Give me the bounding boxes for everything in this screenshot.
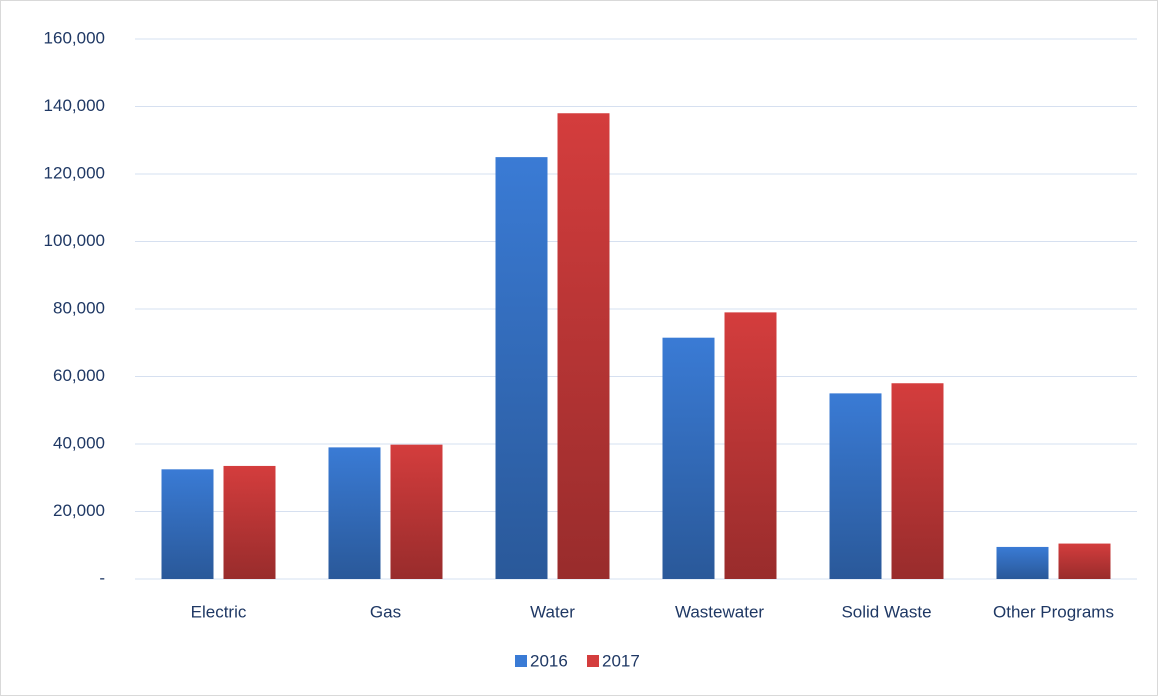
bar [161, 469, 214, 579]
legend-label: 2016 [530, 651, 568, 670]
y-tick-label: 120,000 [44, 163, 105, 182]
bar [724, 312, 777, 579]
bar [328, 447, 381, 579]
y-tick-label: - [99, 568, 105, 587]
y-tick-label: 40,000 [53, 433, 105, 452]
bar [829, 393, 882, 579]
x-tick-label: Electric [191, 602, 247, 621]
y-tick-label: 100,000 [44, 231, 105, 250]
bar [223, 465, 276, 579]
legend-swatch [515, 655, 527, 667]
x-tick-label: Gas [370, 602, 401, 621]
legend-swatch [587, 655, 599, 667]
x-tick-label: Other Programs [993, 602, 1114, 621]
y-tick-label: 80,000 [53, 298, 105, 317]
x-tick-label: Solid Waste [841, 602, 931, 621]
bar [1058, 543, 1111, 579]
x-tick-label: Wastewater [675, 602, 764, 621]
y-tick-label: 160,000 [44, 28, 105, 47]
y-tick-label: 60,000 [53, 366, 105, 385]
bar [891, 383, 944, 579]
x-tick-label: Water [530, 602, 575, 621]
bar [495, 157, 548, 579]
y-tick-label: 140,000 [44, 96, 105, 115]
bar [557, 113, 610, 579]
legend-label: 2017 [602, 651, 640, 670]
bar [390, 444, 443, 579]
bar [662, 337, 715, 579]
bar [996, 546, 1049, 579]
y-tick-label: 20,000 [53, 501, 105, 520]
